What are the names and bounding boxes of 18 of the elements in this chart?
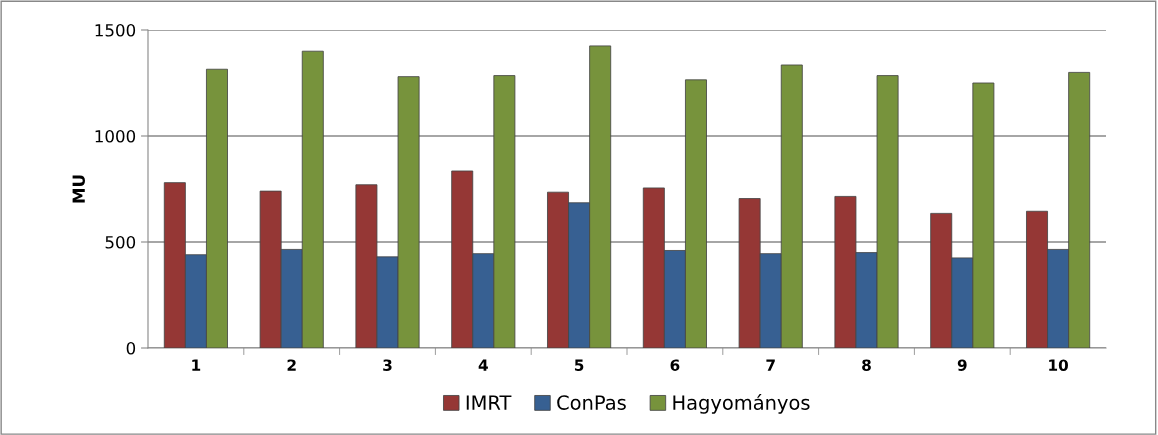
x-tick-label: 9 [957, 359, 967, 371]
legend-label: ConPas [557, 395, 626, 410]
legend-label: IMRT [466, 395, 512, 410]
x-tick-label: 10 [1049, 359, 1068, 371]
x-tick-label: 4 [478, 359, 488, 371]
y-axis-title: MU [72, 175, 85, 203]
y-tick-label: 0 [126, 341, 136, 355]
legend-label: Hagyományos [673, 394, 810, 414]
x-tick-label: 3 [383, 359, 392, 371]
x-tick-label: 8 [862, 359, 871, 371]
y-tick-label: 500 [105, 235, 136, 249]
x-tick-label: 7 [766, 359, 775, 371]
y-tick-label: 1500 [95, 23, 136, 37]
x-tick-label: 6 [670, 359, 680, 371]
x-tick-label: 5 [574, 359, 584, 371]
x-tick-label: 1 [192, 359, 201, 371]
x-tick-label: 2 [287, 359, 296, 371]
y-tick-label: 1000 [95, 129, 136, 143]
